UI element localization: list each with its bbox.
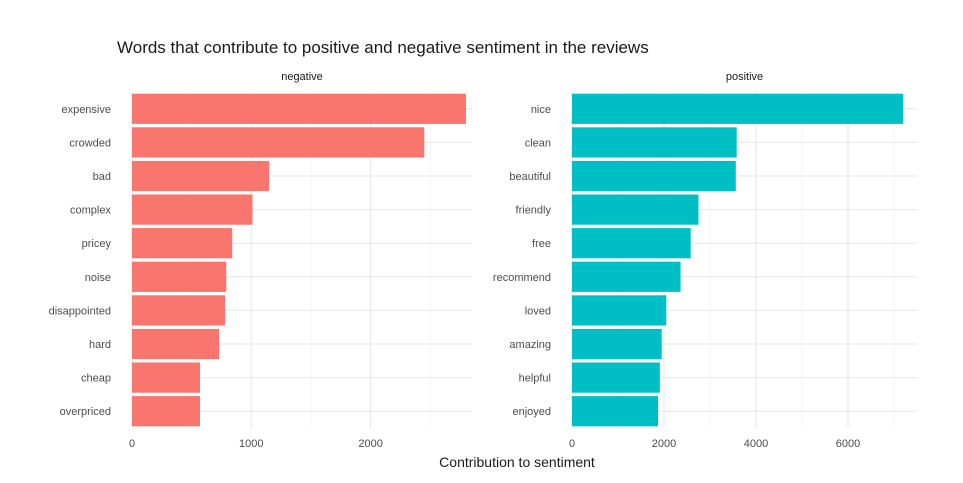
bar-noise — [132, 261, 227, 292]
category-label: loved — [525, 305, 551, 317]
category-label: cheap — [81, 373, 111, 385]
x-tick-label: 6000 — [836, 438, 860, 450]
chart-title: Words that contribute to positive and ne… — [117, 38, 649, 57]
bar-beautiful — [572, 160, 736, 192]
bar-nice — [572, 93, 904, 124]
bar-loved — [572, 295, 667, 326]
category-label: bad — [93, 171, 111, 183]
x-tick-label: 0 — [129, 438, 135, 450]
x-tick-label: 1000 — [239, 438, 263, 450]
panels: negative expensive crowded bad complex pricey… — [49, 71, 917, 450]
category-label: disappointed — [49, 305, 111, 317]
category-label: pricey — [82, 238, 112, 250]
category-label: helpful — [519, 373, 551, 385]
category-label: friendly — [516, 205, 552, 217]
x-tick-label: 0 — [569, 438, 575, 450]
bar-overpriced — [132, 396, 200, 427]
category-label: hard — [89, 339, 111, 351]
bar-bad — [132, 160, 270, 192]
bar-complex — [132, 194, 253, 225]
category-label: free — [532, 238, 551, 250]
category-label: expensive — [61, 104, 111, 116]
category-label: clean — [525, 137, 551, 149]
bar-enjoyed — [572, 396, 659, 427]
panel-negative: negative expensive crowded bad complex pricey… — [49, 71, 472, 450]
bar-expensive — [132, 93, 467, 124]
category-label: beautiful — [509, 171, 551, 183]
bar-cheap — [132, 362, 200, 393]
x-tick-label: 2000 — [358, 438, 382, 450]
bar-free — [572, 228, 691, 259]
x-tick-label: 4000 — [744, 438, 768, 450]
bar-clean — [572, 127, 737, 158]
category-label: nice — [531, 104, 551, 116]
category-label: crowded — [69, 137, 111, 149]
bar-hard — [132, 328, 220, 360]
panel-strip-label: negative — [281, 71, 323, 83]
panel-strip-label: positive — [726, 71, 763, 83]
bar-disappointed — [132, 295, 226, 326]
x-axis-label: Contribution to sentiment — [439, 454, 595, 470]
category-label: complex — [70, 205, 111, 217]
panel-positive: positive nice clean beautiful friendly free re… — [493, 71, 917, 450]
bar-crowded — [132, 127, 425, 158]
category-label: recommend — [493, 272, 551, 284]
bar-pricey — [132, 228, 233, 259]
bar-amazing — [572, 328, 662, 360]
x-tick-label: 2000 — [652, 438, 676, 450]
category-label: noise — [85, 272, 111, 284]
category-label: enjoyed — [512, 406, 551, 418]
category-label: overpriced — [60, 406, 111, 418]
bar-friendly — [572, 194, 699, 225]
bar-recommend — [572, 261, 681, 292]
bar-helpful — [572, 362, 660, 393]
category-label: amazing — [509, 339, 551, 351]
